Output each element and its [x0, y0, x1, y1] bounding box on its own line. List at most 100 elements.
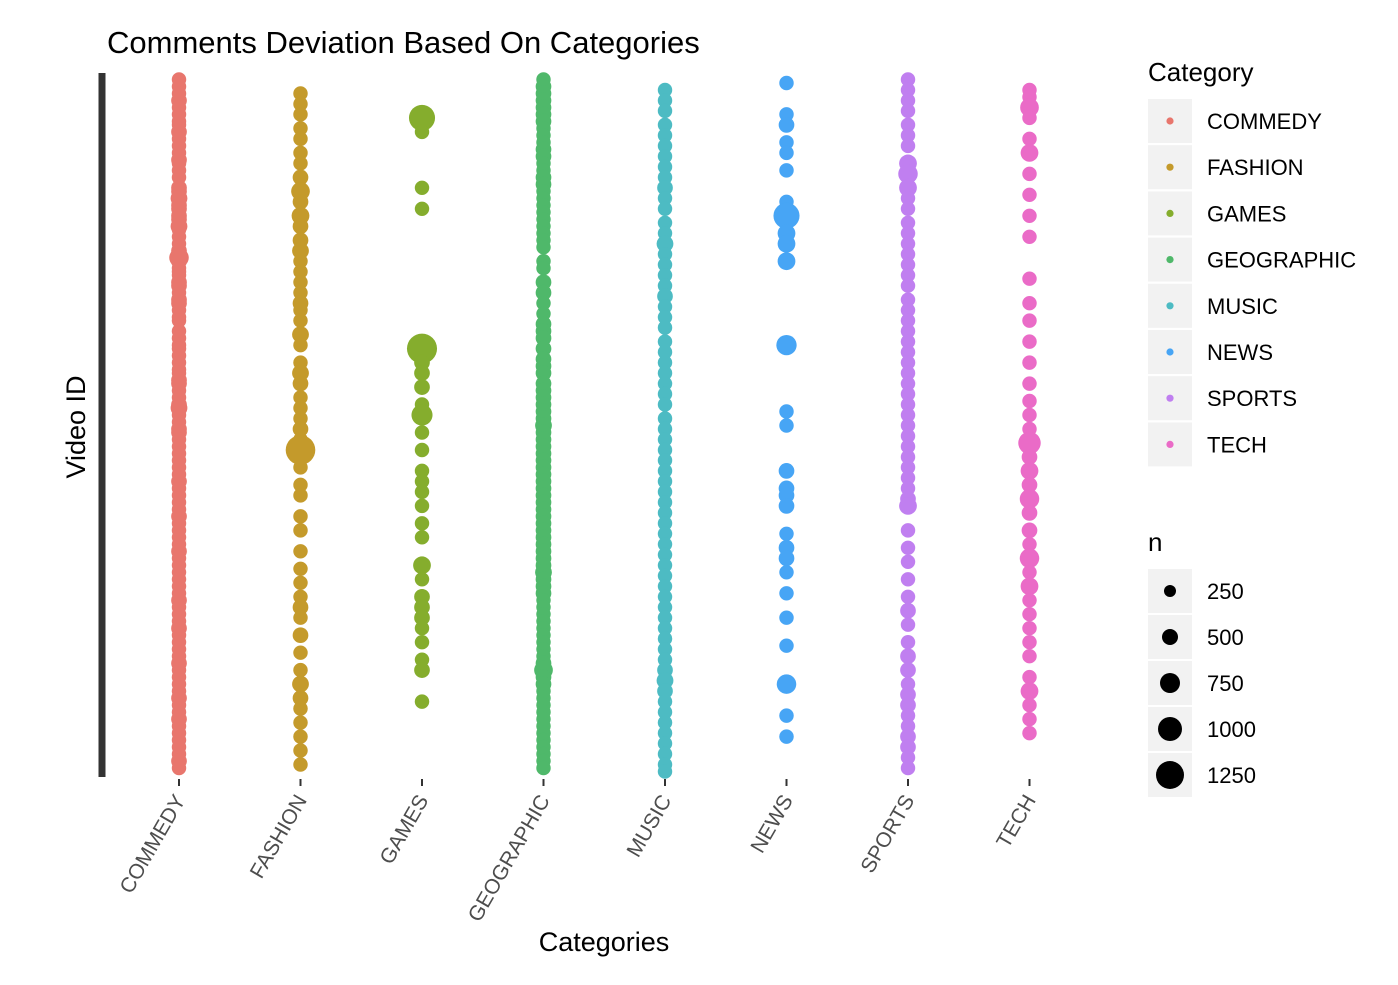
data-point: [293, 701, 308, 716]
size-legend-label: 500: [1207, 625, 1244, 650]
x-tick-label: COMMEDY: [116, 791, 191, 897]
data-point: [900, 708, 916, 723]
data-point: [900, 344, 916, 360]
size-key-circle: [1160, 673, 1180, 693]
data-point: [779, 708, 794, 723]
data-point: [778, 117, 795, 133]
data-point: [293, 107, 308, 122]
data-point: [1020, 144, 1039, 162]
data-point: [657, 641, 673, 657]
data-point: [900, 365, 916, 381]
data-point: [657, 704, 673, 720]
data-point: [900, 313, 916, 328]
data-point: [293, 86, 308, 101]
data-point: [779, 565, 794, 580]
data-point: [1022, 166, 1037, 182]
data-point: [1020, 98, 1039, 117]
data-point: [900, 302, 916, 318]
legend-size: n 250 500 750 1000 1250: [1148, 527, 1256, 797]
legend-category-keys: COMMEDY FASHION GAMES GEOGRAPHIC MUSIC NEWS SP…: [1148, 99, 1356, 467]
legend-label: MUSIC: [1207, 294, 1278, 319]
data-point: [657, 579, 673, 594]
data-point: [900, 93, 916, 108]
data-point: [900, 376, 916, 391]
data-point: [657, 746, 673, 762]
data-point: [657, 715, 673, 730]
data-point: [1021, 449, 1038, 465]
data-point: [657, 526, 673, 542]
size-key-circle: [1164, 585, 1176, 597]
data-point: [293, 156, 308, 171]
data-point: [657, 149, 673, 164]
data-point: [900, 397, 916, 412]
data-point: [1022, 313, 1037, 328]
data-point: [293, 544, 308, 559]
data-point: [293, 121, 308, 136]
data-point: [171, 313, 187, 328]
data-point: [293, 488, 308, 503]
data-point: [657, 421, 673, 437]
data-point: [900, 292, 916, 307]
data-point: [900, 138, 916, 154]
data-point: [657, 334, 673, 349]
data-point: [292, 599, 309, 616]
data-point: [779, 135, 794, 150]
data-point: [779, 418, 794, 433]
data-point: [414, 201, 430, 217]
legend-label: GAMES: [1207, 201, 1286, 226]
data-point: [293, 743, 308, 758]
data-point: [1022, 620, 1037, 636]
data-point: [657, 117, 673, 133]
data-point: [1022, 334, 1037, 349]
data-point: [657, 103, 673, 119]
data-point: [1020, 682, 1039, 700]
data-point: [292, 627, 309, 644]
data-point: [779, 610, 794, 625]
data-point: [408, 104, 436, 131]
data-point: [657, 376, 673, 391]
data-point: [292, 218, 309, 235]
size-legend-label: 1250: [1207, 763, 1256, 788]
data-point: [900, 278, 916, 293]
data-point: [293, 561, 308, 577]
data-point: [1022, 669, 1037, 685]
data-point: [1022, 295, 1037, 311]
data-point: [900, 589, 916, 605]
data-point: [657, 191, 673, 206]
data-point: [657, 736, 673, 751]
data-point: [900, 82, 916, 98]
data-point: [293, 274, 308, 290]
data-point: [778, 463, 795, 479]
data-point: [900, 267, 916, 283]
data-point: [657, 267, 673, 283]
data-point: [657, 179, 673, 196]
data-point: [414, 474, 430, 489]
data-point: [657, 246, 673, 262]
data-point: [900, 662, 916, 678]
data-point: [414, 620, 430, 636]
data-point: [657, 397, 673, 412]
data-point: [900, 226, 916, 241]
data-point: [899, 497, 917, 515]
data-point: [1022, 187, 1037, 203]
data-point: [900, 215, 916, 231]
data-point: [293, 662, 308, 678]
data-point: [900, 617, 916, 632]
data-point: [1022, 606, 1037, 622]
data-point: [293, 477, 308, 493]
legend-category: Category COMMEDY FASHION GAMES GEOGRAPHIC MU…: [1148, 57, 1356, 467]
data-point: [414, 530, 430, 545]
data-point: [779, 586, 794, 601]
data-point: [1018, 431, 1041, 455]
x-ticks-layer: COMMEDY FASHION GAMES GEOGRAPHIC MUSIC NEWS SP…: [116, 779, 1041, 926]
data-point: [414, 694, 430, 709]
data-point: [657, 215, 673, 231]
data-point: [900, 323, 916, 339]
data-point: [293, 337, 308, 353]
data-point: [292, 193, 309, 210]
data-point: [779, 145, 794, 161]
data-point: [414, 609, 430, 626]
data-point: [414, 180, 430, 196]
data-point: [900, 760, 916, 776]
data-point: [657, 309, 673, 325]
